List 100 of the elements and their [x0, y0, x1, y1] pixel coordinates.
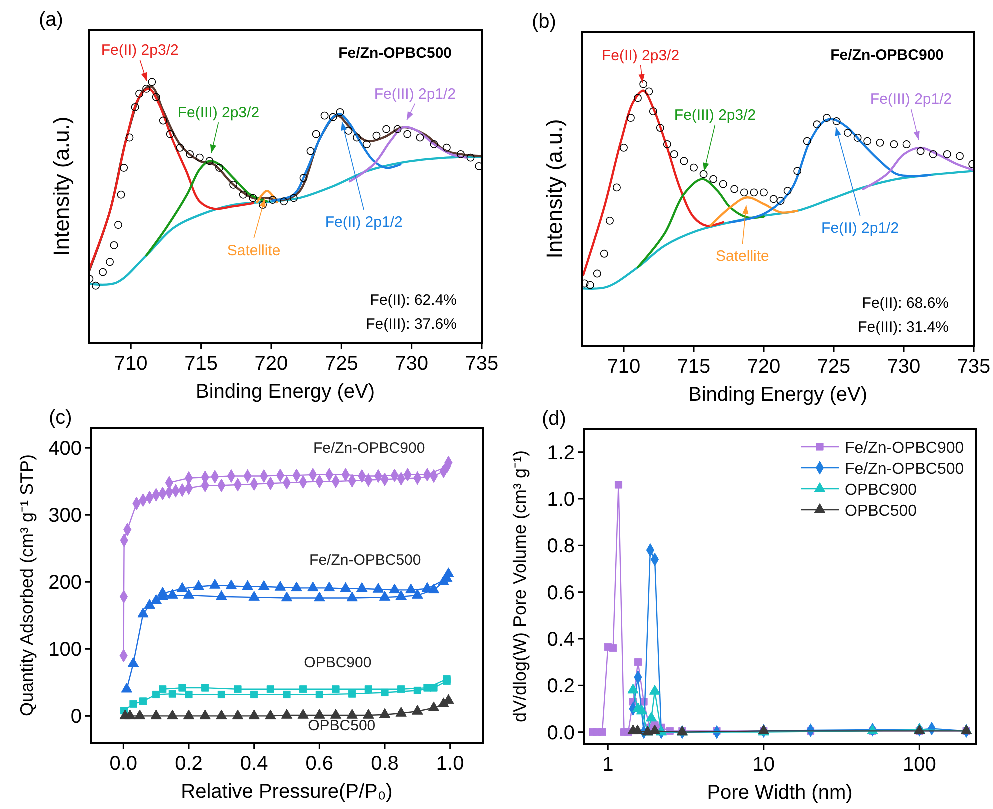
x-tick-label: 10 [752, 754, 776, 776]
point [242, 580, 254, 590]
text: Satellite [227, 242, 281, 260]
point [394, 125, 402, 134]
point [606, 216, 614, 225]
point [582, 280, 589, 288]
point [813, 120, 822, 129]
point [663, 140, 672, 148]
x-tick-label: 0.8 [371, 753, 399, 775]
point [183, 710, 195, 720]
point [750, 188, 758, 197]
annotation: Fe(II): 68.6% [862, 295, 949, 312]
point [680, 157, 688, 166]
point [620, 144, 628, 152]
point [396, 590, 407, 600]
point [379, 591, 391, 601]
text: Fe(III) 2p3/2 [178, 104, 260, 122]
point [929, 150, 938, 158]
point [784, 187, 792, 196]
x-tick-label: 0.2 [175, 753, 203, 775]
point [306, 147, 315, 156]
annotation: Fe(II): 62.4% [370, 292, 457, 309]
x-tick-label: 0.6 [306, 753, 334, 775]
point [466, 154, 475, 162]
x-tick-label: 715 [677, 356, 711, 378]
x-tick-label: 715 [184, 353, 218, 375]
point [185, 690, 193, 699]
point [332, 686, 340, 694]
point [412, 589, 424, 599]
point [406, 584, 417, 594]
point [249, 194, 258, 202]
point [152, 690, 160, 699]
point [290, 194, 298, 202]
point [124, 710, 136, 720]
x-tick-label: 1.0 [436, 753, 464, 775]
point [890, 140, 898, 148]
point [336, 108, 344, 116]
point [106, 258, 114, 266]
point [200, 710, 211, 720]
point [404, 130, 412, 138]
x-axis-title: Relative Pressure(P/P₀) [181, 781, 393, 803]
point [216, 590, 228, 600]
point [412, 705, 424, 715]
point [344, 126, 353, 135]
chart-title: (c) [49, 407, 72, 429]
point [381, 688, 389, 697]
point [634, 94, 642, 102]
point [956, 152, 964, 160]
point [117, 190, 126, 199]
chart-title: (b) [532, 11, 556, 33]
point [320, 112, 329, 120]
legend-label: OPBC500 [845, 503, 918, 520]
point [281, 709, 293, 719]
point [298, 709, 309, 719]
point [126, 134, 134, 142]
point [159, 686, 167, 694]
point [216, 710, 228, 720]
point [258, 580, 270, 590]
y-tick-label: 0.6 [547, 582, 575, 604]
point [176, 582, 188, 592]
point [150, 594, 162, 604]
text: Fe/Zn-OPBC900 [830, 47, 944, 64]
point [710, 175, 718, 184]
point [372, 132, 381, 140]
series-label: Fe/Zn-OPBC900 [313, 440, 426, 458]
point [353, 134, 362, 142]
point [142, 84, 151, 93]
x-axis-title: Pore Width (nm) [707, 782, 853, 804]
point [139, 698, 148, 706]
point [475, 162, 482, 170]
y-axis-title: dV/dlog(W) Pore Volume (cm³ g⁻¹) [510, 450, 530, 723]
x-tick-label: 710 [114, 353, 148, 375]
point [379, 708, 391, 718]
point [586, 281, 594, 290]
point [167, 710, 178, 720]
x-tick-label: 100 [902, 754, 936, 776]
x-tick-label: 725 [817, 356, 851, 378]
point [283, 690, 291, 699]
point [131, 104, 140, 112]
point [700, 170, 708, 178]
point [136, 90, 144, 98]
y-tick-label: 100 [48, 639, 82, 662]
series-label: Fe/Zn-OPBC500 [310, 552, 422, 570]
text: Fe(II) 2p3/2 [602, 47, 680, 64]
point [239, 190, 248, 199]
y-tick-label: 0 [70, 706, 82, 728]
point [210, 579, 221, 589]
point [348, 690, 356, 698]
point [832, 118, 841, 126]
point [114, 221, 122, 230]
text: Fe(III) 2p1/2 [374, 86, 456, 103]
y-axis-title: Quantity Adsorbed (cm³ g⁻¹ STP) [17, 454, 37, 717]
point [627, 114, 635, 122]
point [183, 589, 195, 599]
point [719, 180, 728, 188]
point [166, 130, 174, 138]
point [424, 684, 432, 692]
point [670, 150, 678, 158]
text: Fe(II) 2p1/2 [822, 220, 900, 237]
point [363, 709, 374, 719]
